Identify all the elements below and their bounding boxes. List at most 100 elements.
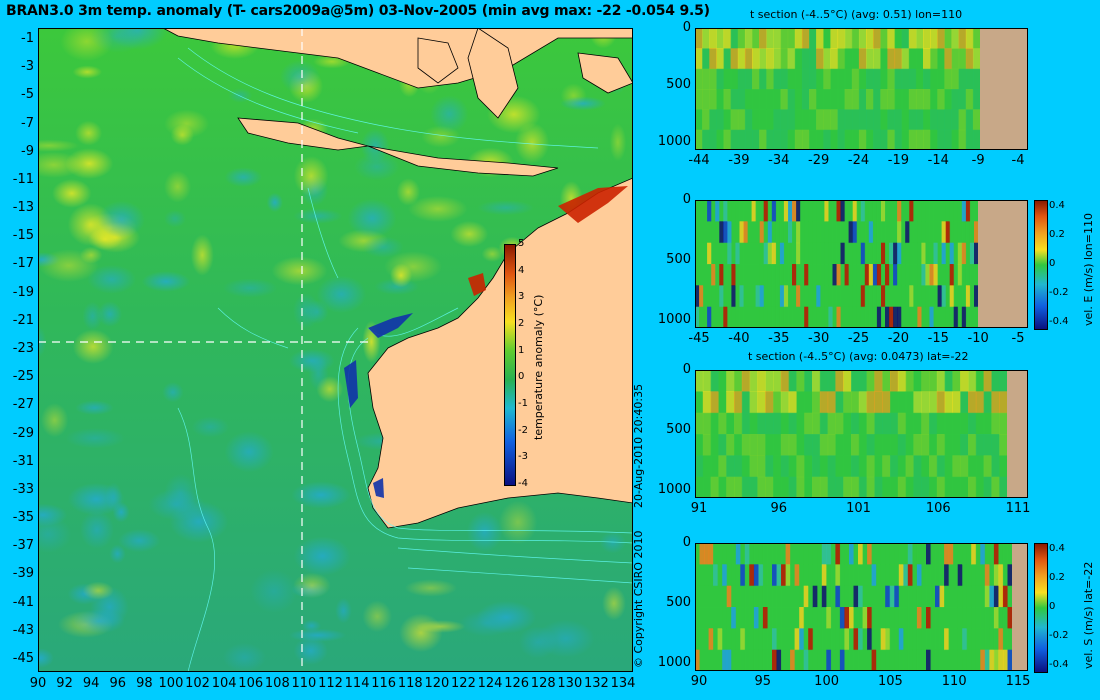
section-title: t section (-4..5°C) (avg: 0.0473) lat=-2… (748, 350, 969, 363)
lon-tick-label: 126 (504, 676, 530, 691)
colorbar-tick-label: 0 (518, 371, 525, 383)
lat-tick-label: -17 (12, 256, 34, 272)
section-land (978, 200, 1028, 328)
section-x-tick-label: -40 (728, 331, 750, 346)
lon-tick-label: 92 (56, 676, 73, 691)
timestamp-text: 20-Aug-2010 20:40:35 (632, 383, 645, 508)
lat-tick-label: -3 (21, 59, 34, 75)
lat-tick-label: -35 (12, 510, 34, 526)
velocity-colorbar (1034, 543, 1048, 673)
section-x-tick-label: 90 (690, 674, 708, 689)
temperature-anomaly-map[interactable] (38, 28, 633, 672)
section-x-tick-label: -39 (728, 153, 750, 168)
lat-tick-label: -31 (12, 453, 34, 469)
lon-tick-label: 98 (136, 676, 153, 691)
section-x-tick-label: -20 (887, 331, 909, 346)
colorbar-tick-label: -2 (518, 424, 528, 436)
lat-tick-label: -43 (12, 622, 34, 638)
section-x-tick-label: -29 (808, 153, 830, 168)
velocity-colorbar-tick-label: 0.4 (1049, 200, 1065, 211)
section-panel-2[interactable] (695, 200, 1028, 328)
section-x-tick-label: -34 (768, 153, 790, 168)
colorbar-label: temperature anomaly (°C) (532, 294, 545, 440)
lat-tick-label: -37 (12, 538, 34, 554)
section-x-tick-label: 101 (846, 501, 871, 516)
lat-tick-label: -27 (12, 397, 34, 413)
section-title: t section (-4..5°C) (avg: 0.51) lon=110 (750, 8, 963, 21)
velocity-colorbar (1034, 200, 1048, 330)
depth-tick-label: 1000 (657, 134, 691, 149)
lat-tick-label: -23 (12, 341, 34, 356)
lon-tick-label: 134 (610, 676, 636, 691)
coastal-cold-anomaly (344, 313, 413, 498)
lat-tick-label: -13 (12, 200, 34, 216)
lon-tick-label: 96 (109, 676, 127, 691)
temperature-colorbar (504, 244, 516, 486)
lon-tick-label: 130 (557, 676, 583, 691)
velocity-colorbar-tick-label: -0.4 (1049, 316, 1069, 327)
lat-tick-label: -33 (12, 481, 34, 497)
coastal-warm-anomaly (468, 186, 628, 296)
colorbar-tick-label: 2 (518, 318, 525, 329)
depth-tick-label: 500 (666, 422, 691, 437)
section-panel-3[interactable] (695, 370, 1028, 498)
section-panel-1[interactable] (695, 28, 1028, 150)
lon-tick-label: 122 (451, 676, 476, 691)
section-x-tick-label: -15 (927, 331, 949, 346)
depth-tick-label: 0 (682, 535, 691, 550)
section-x-tick-label: -4 (1011, 153, 1025, 168)
lon-tick-label: 102 (185, 676, 210, 691)
section-x-tick-label: -19 (887, 153, 909, 168)
colorbar-tick-label: 1 (518, 344, 525, 356)
section-x-tick-label: -9 (971, 153, 985, 168)
section-x-tick-label: -25 (847, 331, 870, 346)
lon-tick-label: 104 (211, 676, 237, 691)
lat-tick-label: -29 (12, 425, 34, 441)
velocity-colorbar-tick-label: 0.4 (1049, 543, 1065, 554)
depth-tick-label: 0 (682, 362, 691, 377)
depth-tick-label: 500 (666, 77, 691, 92)
depth-tick-label: 500 (666, 252, 691, 267)
lon-tick-label: 106 (238, 676, 264, 691)
velocity-colorbar-tick-label: -0.2 (1049, 287, 1069, 298)
lon-tick-label: 94 (82, 676, 100, 691)
section-x-tick-label: -30 (808, 331, 830, 346)
section-x-tick-label: -10 (967, 331, 989, 346)
colorbar-tick-label: 5 (518, 238, 525, 249)
velocity-colorbar-tick-label: -0.4 (1049, 659, 1069, 670)
lon-tick-label: 132 (583, 676, 609, 691)
velocity-colorbar-tick-label: 0.2 (1049, 229, 1065, 240)
lon-tick-label: 128 (530, 676, 556, 691)
colorbar-tick-label: 4 (518, 264, 525, 276)
section-x-tick-label: 95 (754, 674, 772, 689)
section-land (1012, 543, 1028, 671)
colorbar-tick-label: 3 (518, 291, 525, 303)
section-x-tick-label: -24 (847, 153, 870, 168)
section-x-tick-label: 96 (770, 501, 788, 516)
section-x-tick-label: -14 (927, 153, 949, 168)
lat-tick-label: -15 (12, 228, 34, 244)
colorbar-tick-label: -1 (518, 398, 528, 409)
section-x-tick-label: -44 (688, 153, 710, 168)
velocity-axis-label: vel. E (m/s) lon=110 (1082, 213, 1095, 326)
section-land (1007, 370, 1028, 498)
lat-tick-label: -41 (12, 594, 34, 610)
lat-tick-label: -21 (12, 312, 34, 328)
section-x-tick-label: 100 (814, 674, 840, 689)
section-x-tick-label: 91 (690, 501, 708, 516)
velocity-colorbar-tick-label: 0 (1049, 601, 1056, 612)
lat-tick-label: -39 (12, 566, 34, 582)
velocity-colorbar-tick-label: 0.2 (1049, 572, 1065, 583)
section-land (980, 28, 1028, 150)
lon-tick-label: 120 (424, 676, 450, 691)
velocity-colorbar-tick-label: -0.2 (1049, 630, 1069, 641)
lon-tick-label: 90 (29, 676, 47, 691)
section-x-tick-label: -5 (1011, 331, 1025, 346)
section-x-tick-label: 115 (1005, 674, 1031, 689)
lat-tick-label: -25 (12, 369, 34, 385)
section-panel-4[interactable] (695, 543, 1028, 671)
lat-tick-label: -9 (21, 143, 34, 159)
lat-tick-label: -7 (21, 115, 34, 131)
bathymetry-contours (177, 47, 633, 672)
section-x-tick-label: 110 (941, 674, 967, 689)
